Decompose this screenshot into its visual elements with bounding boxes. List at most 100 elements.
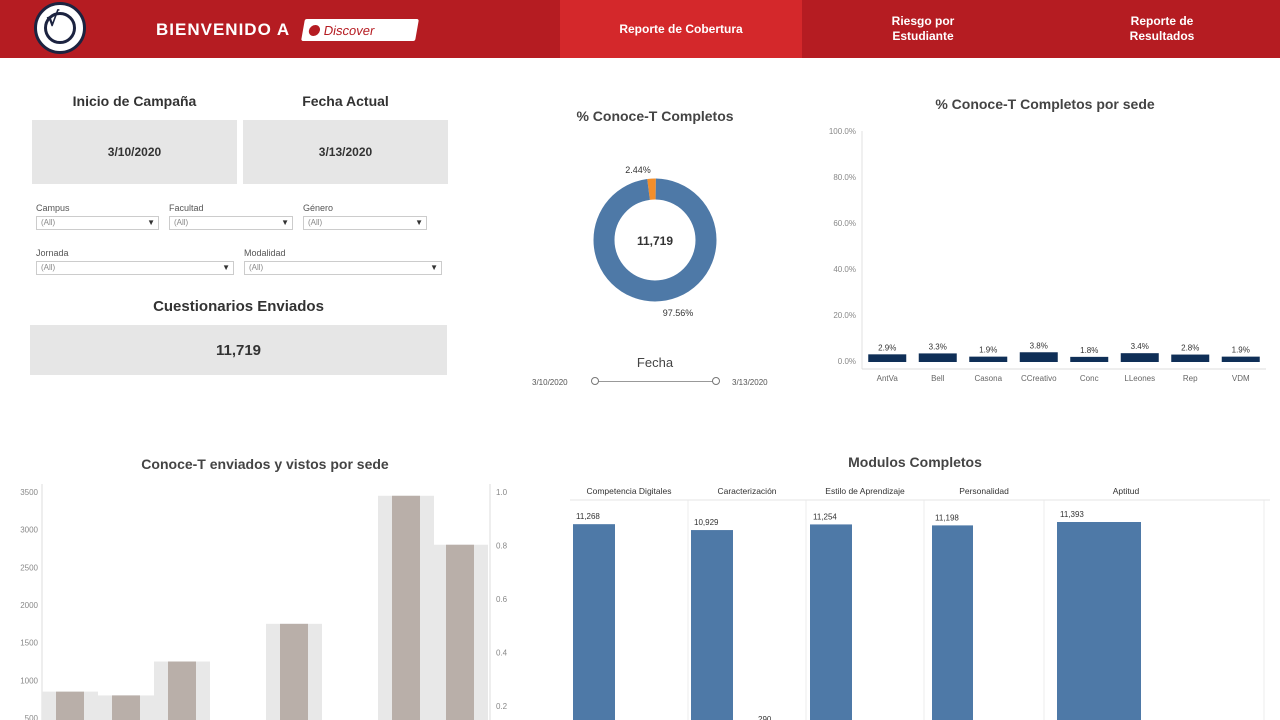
filter-facultad-label: Facultad	[169, 203, 204, 213]
sede-ytick-label: 80.0%	[833, 173, 856, 182]
module-value-label: 11,254	[813, 512, 837, 521]
donut-slice-label-major: 97.56%	[663, 308, 694, 318]
sv-ytick-left: 2500	[20, 563, 38, 572]
donut-center-label: 11,719	[637, 234, 673, 248]
filter-value: (All)	[41, 218, 56, 227]
module-bar	[810, 524, 852, 720]
filter-campus-select[interactable]: (All) ▼	[36, 216, 159, 230]
filter-value: (All)	[249, 263, 264, 272]
module-category-label: Estilo de Aprendizaje	[825, 486, 905, 496]
sv-bar	[392, 495, 420, 720]
sede-category-label: Conc	[1080, 374, 1099, 383]
brand-logo: Discover	[301, 19, 419, 41]
sede-value-label: 2.9%	[878, 343, 896, 352]
sv-bar	[56, 691, 84, 720]
filter-campus-label: Campus	[36, 203, 70, 213]
sv-ytick-left: 500	[25, 714, 39, 720]
start-campaign-value: 3/10/2020	[32, 120, 237, 184]
module-value-label: 10,929	[694, 518, 719, 527]
module-value-label: 11,393	[1060, 510, 1084, 519]
start-campaign-label: Inicio de Campaña	[72, 93, 197, 109]
sv-bar	[280, 623, 308, 720]
sede-value-label: 3.4%	[1131, 342, 1149, 351]
sent-viewed-chart: 500 1000 1500 2000 2500 3000 3500 0.2 0.4 0.6 0.8 1…	[20, 484, 508, 720]
module-category-label: Caracterización	[717, 486, 776, 496]
tab-label-line1: Reporte de	[1130, 14, 1194, 28]
logo-icon[interactable]: √	[34, 2, 86, 54]
donut-title: % Conoce-T Completos	[576, 108, 734, 124]
sede-value-label: 1.9%	[979, 346, 997, 355]
sede-category-label: Casona	[974, 374, 1002, 383]
date-filter-end: 3/13/2020	[732, 378, 768, 387]
filter-modalidad-select[interactable]: (All) ▼	[244, 261, 442, 275]
tab-reporte-resultados[interactable]: Reporte de Resultados	[1044, 0, 1280, 58]
sent-questionnaires-value: 11,719	[30, 325, 447, 375]
tab-reporte-cobertura[interactable]: Reporte de Cobertura	[560, 0, 802, 58]
sede-category-label: AntVa	[877, 374, 899, 383]
sv-ytick-left: 3000	[20, 526, 38, 535]
module-extra-label: 290	[758, 715, 772, 720]
sede-ytick-label: 0.0%	[838, 357, 856, 366]
date-slider-start-handle[interactable]	[591, 377, 599, 385]
sede-bar	[918, 353, 957, 362]
module-bar	[932, 525, 973, 720]
welcome-text: BIENVENIDO A	[156, 20, 291, 39]
sede-value-label: 3.8%	[1030, 341, 1048, 350]
brand-name: Discover	[322, 22, 376, 38]
sede-bar-chart: 0.0% 20.0% 40.0% 60.0% 80.0% 100.0% 2.9% AntVa 3…	[829, 127, 1266, 383]
sede-category-label: LLeones	[1124, 374, 1155, 383]
tab-riesgo-estudiante[interactable]: Riesgo por Estudiante	[802, 0, 1044, 58]
sede-ytick-label: 60.0%	[833, 219, 856, 228]
filter-facultad-select[interactable]: (All) ▼	[169, 216, 293, 230]
tab-label-line2: Estudiante	[892, 29, 954, 43]
sede-value-label: 1.8%	[1080, 346, 1098, 355]
sede-ytick-label: 40.0%	[833, 265, 856, 274]
sv-ytick-right: 0.4	[496, 649, 508, 658]
tab-label-line2: Resultados	[1129, 29, 1195, 43]
date-slider-track[interactable]	[596, 381, 716, 382]
filter-value: (All)	[174, 218, 189, 227]
donut-slice-minor	[593, 178, 717, 302]
sv-bar	[112, 695, 140, 720]
sede-bar	[1171, 354, 1210, 362]
date-filter-start: 3/10/2020	[532, 378, 568, 387]
module-value-label: 11,268	[576, 512, 600, 521]
sede-value-label: 3.3%	[929, 342, 947, 351]
filter-value: (All)	[41, 263, 56, 272]
sv-bar	[446, 544, 474, 720]
sede-bar	[868, 354, 907, 362]
modules-title: Modulos Completos	[848, 454, 982, 470]
filter-jornada-label: Jornada	[36, 248, 69, 258]
sede-bar	[1019, 352, 1058, 362]
module-bar	[573, 524, 615, 720]
modules-chart: Competencia Digitales Caracterización Esti…	[570, 486, 1270, 720]
brand-dot-icon	[308, 24, 321, 36]
top-header: √ BIENVENIDO A Discover Reporte de Cober…	[0, 0, 1280, 58]
sede-category-label: VDM	[1232, 374, 1250, 383]
filter-value: (All)	[308, 218, 323, 227]
sv-bar	[168, 661, 196, 720]
filter-jornada-select[interactable]: (All) ▼	[36, 261, 234, 275]
sede-value-label: 1.9%	[1232, 346, 1250, 355]
module-category-label: Competencia Digitales	[586, 486, 671, 496]
chevron-down-icon: ▼	[430, 263, 438, 272]
module-category-label: Aptitud	[1113, 486, 1140, 496]
sede-category-label: Bell	[931, 374, 945, 383]
date-slider-end-handle[interactable]	[712, 377, 720, 385]
donut-slice-label-minor: 2.44%	[625, 165, 651, 175]
sede-bar	[1120, 353, 1159, 362]
sede-category-label: Rep	[1183, 374, 1198, 383]
sv-ytick-right: 0.6	[496, 595, 508, 604]
filter-genero-select[interactable]: (All) ▼	[303, 216, 427, 230]
chevron-down-icon: ▼	[147, 218, 155, 227]
date-filter-label: Fecha	[636, 355, 674, 370]
sv-ytick-right: 1.0	[496, 488, 508, 497]
sent-viewed-title: Conoce-T enviados y vistos por sede	[141, 456, 389, 472]
module-bar	[1057, 522, 1141, 720]
sent-questionnaires-label: Cuestionarios Enviados	[153, 298, 324, 315]
sede-ytick-label: 20.0%	[833, 311, 856, 320]
sede-value-label: 2.8%	[1181, 344, 1199, 353]
sv-ytick-right: 0.8	[496, 542, 508, 551]
sede-bar	[969, 356, 1008, 362]
current-date-label: Fecha Actual	[302, 93, 389, 109]
